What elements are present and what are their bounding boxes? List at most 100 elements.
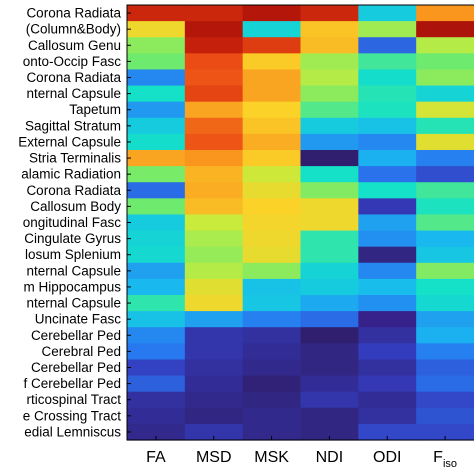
heatmap-cell — [300, 391, 359, 409]
row-label: Callosum Body — [30, 199, 121, 214]
column-labels: FA MSD MSK NDI ODI Fiso — [146, 436, 457, 470]
row-label: Corona Radiata — [26, 183, 121, 198]
heatmap-cell — [242, 166, 302, 183]
heatmap-cell — [184, 246, 244, 264]
row-label: Cerebellar Ped — [31, 328, 121, 343]
heatmap-cell — [184, 423, 244, 441]
heatmap-cell — [300, 133, 359, 151]
heatmap-cell — [300, 101, 359, 119]
heatmap-cell — [184, 359, 244, 377]
heatmap-cell — [127, 246, 186, 264]
heatmap-cell — [242, 343, 302, 361]
heatmap-cell — [358, 37, 417, 54]
row-label: e Crossing Tract — [23, 408, 122, 423]
heatmap-cell — [358, 166, 417, 183]
heatmap-cell — [300, 182, 359, 199]
column-label: MSK — [254, 449, 289, 466]
heatmap-cell — [242, 117, 302, 135]
heatmap-cell — [416, 262, 474, 280]
heatmap-cell — [300, 359, 359, 377]
heatmap-cell — [416, 214, 474, 232]
heatmap-cell — [127, 214, 186, 232]
heatmap-cell — [358, 5, 417, 22]
heatmap-cell — [416, 21, 474, 38]
heatmap-cell — [416, 295, 474, 312]
heatmap-cell — [127, 101, 186, 119]
row-labels: Corona Radiata(Column&Body)Callosum Genu… — [18, 6, 131, 439]
row-label: nternal Capsule — [26, 263, 121, 278]
heatmap-cell — [242, 133, 302, 151]
heatmap-cell — [300, 278, 359, 296]
heatmap-cell — [300, 375, 359, 393]
heatmap-cell — [416, 117, 474, 135]
heatmap-cell — [416, 407, 474, 425]
heatmap-cell — [300, 295, 359, 312]
heatmap-cells — [127, 5, 474, 441]
heatmap-cell — [184, 311, 244, 328]
heatmap-cell — [242, 37, 302, 54]
heatmap-cell — [416, 101, 474, 119]
row-label: ongitudinal Fasc — [23, 215, 122, 230]
heatmap-cell — [242, 423, 302, 441]
heatmap-cell — [416, 327, 474, 344]
heatmap-cell — [242, 101, 302, 119]
heatmap-cell — [300, 343, 359, 361]
heatmap-cell — [184, 182, 244, 199]
heatmap-cell — [300, 246, 359, 264]
heatmap-cell — [242, 327, 302, 344]
heatmap-cell — [416, 375, 474, 393]
heatmap-cell — [184, 230, 244, 248]
heatmap-cell — [127, 423, 186, 441]
heatmap-cell — [300, 311, 359, 328]
heatmap-cell — [127, 53, 186, 71]
row-label: f Cerebellar Ped — [23, 376, 121, 391]
heatmap-cell — [358, 150, 417, 167]
row-label: nternal Capsule — [26, 296, 121, 311]
heatmap-cell — [416, 278, 474, 296]
heatmap-cell — [184, 262, 244, 280]
heatmap-cell — [300, 166, 359, 183]
heatmap-cell — [184, 278, 244, 296]
heatmap-cell — [127, 133, 186, 151]
heatmap-cell — [127, 69, 186, 87]
heatmap-cell — [358, 311, 417, 328]
heatmap-cell — [127, 407, 186, 425]
heatmap-cell — [358, 327, 417, 344]
heatmap-cell — [300, 21, 359, 38]
heatmap-cell — [416, 69, 474, 87]
column-label: NDI — [316, 449, 344, 466]
heatmap-cell — [358, 101, 417, 119]
heatmap-cell — [358, 214, 417, 232]
heatmap-cell — [184, 150, 244, 167]
row-label: Uncinate Fasc — [35, 312, 122, 327]
heatmap-cell — [358, 182, 417, 199]
heatmap-cell — [358, 21, 417, 38]
heatmap-cell — [242, 53, 302, 71]
heatmap-cell — [184, 85, 244, 103]
heatmap-cell — [127, 375, 186, 393]
column-label: Fiso — [433, 449, 457, 470]
heatmap-cell — [184, 5, 244, 22]
heatmap-cell — [242, 375, 302, 393]
heatmap-cell — [184, 327, 244, 344]
column-label: MSD — [196, 449, 232, 466]
heatmap-cell — [242, 359, 302, 377]
heatmap-cell — [300, 214, 359, 232]
heatmap-cell — [127, 37, 186, 54]
heatmap-cell — [416, 423, 474, 441]
heatmap-cell — [358, 375, 417, 393]
heatmap-cell — [127, 21, 186, 38]
heatmap-cell — [300, 230, 359, 248]
heatmap-cell — [242, 21, 302, 38]
row-label: Callosum Genu — [28, 38, 121, 53]
heatmap-cell — [416, 37, 474, 54]
heatmap-cell — [416, 5, 474, 22]
column-label: FA — [146, 449, 166, 466]
heatmap-cell — [242, 295, 302, 312]
heatmap-cell — [358, 262, 417, 280]
heatmap-cell — [358, 69, 417, 87]
heatmap-cell — [358, 85, 417, 103]
heatmap-cell — [242, 5, 302, 22]
heatmap-cell — [127, 166, 186, 183]
row-label: Corona Radiata — [26, 6, 121, 21]
